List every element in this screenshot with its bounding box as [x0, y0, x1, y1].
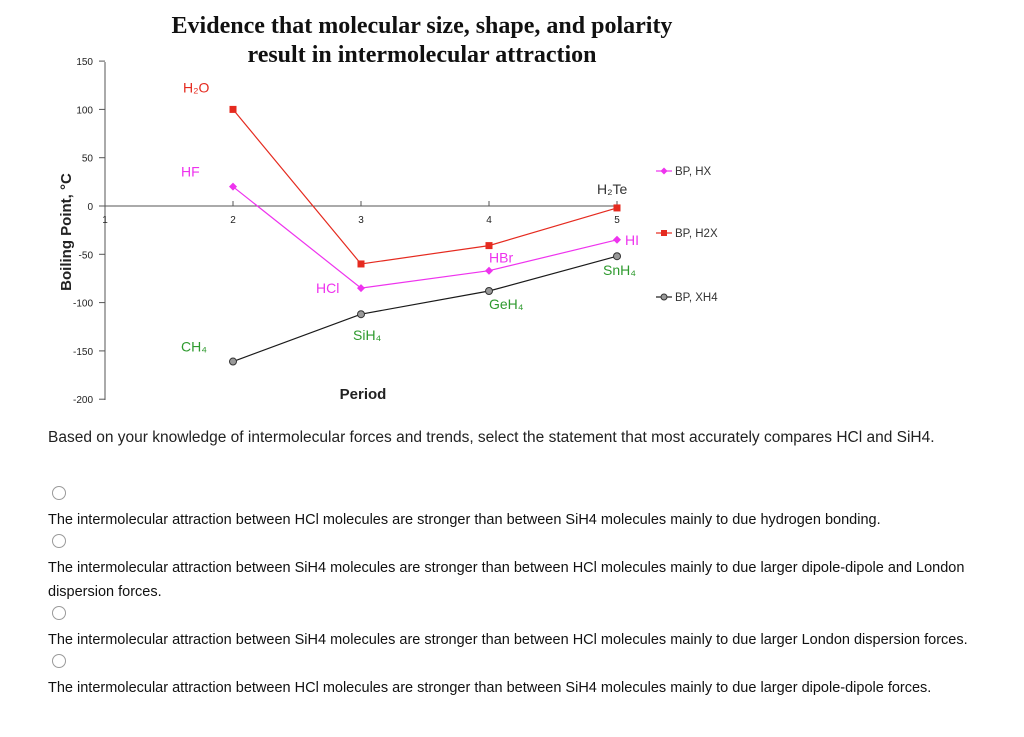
x-axis-title: Period	[340, 386, 387, 403]
y-axis-ticks: 150 100 50 0 -50 -100 -150 -200	[73, 57, 105, 406]
y-tick-label-2: 50	[82, 154, 94, 165]
answer-option-3[interactable]: The intermolecular attraction between Si…	[48, 606, 988, 652]
data-point-s2-p0	[229, 357, 237, 366]
x-axis-ticks: 1 2 3 4 5	[102, 201, 620, 226]
legend-marker-0	[660, 167, 668, 175]
data-point-s0-p3	[613, 235, 621, 244]
question-text: Based on your knowledge of intermolecula…	[48, 429, 935, 446]
answer-option-1-text: The intermolecular attraction between HC…	[48, 512, 881, 528]
annotation-s2-p0: CH₄	[181, 339, 207, 355]
chart-title-line-2: result in intermolecular attraction	[247, 42, 596, 68]
annotation-s1-p3: H₂Te	[597, 181, 628, 197]
answer-option-4[interactable]: The intermolecular attraction between HC…	[48, 654, 988, 700]
chart-title-line-1: Evidence that molecular size, shape, and…	[172, 13, 673, 39]
x-tick-label-1: 2	[230, 215, 236, 226]
data-point-s1-p0	[229, 105, 237, 113]
annotation-s2-p3: SnH₄	[603, 262, 636, 278]
legend: BP, HX BP, H2X BP, XH4	[656, 166, 718, 304]
data-point-s1-p1	[357, 260, 365, 268]
legend-label-1: BP, H2X	[675, 228, 718, 240]
x-tick-label-3: 4	[486, 215, 492, 226]
y-tick-label-0: 150	[76, 57, 93, 68]
data-point-s1-p2	[485, 242, 493, 250]
answer-option-3-text: The intermolecular attraction between Si…	[48, 632, 968, 648]
series-layer	[229, 105, 621, 366]
data-point-s0-p2	[485, 266, 493, 275]
legend-marker-2	[660, 293, 668, 301]
annotation-s0-p3: HI	[625, 232, 639, 248]
point-annotations: HF HCl HBr HI H₂O H₂Te CH₄ SiH₄ GeH₄ SnH₄	[181, 79, 639, 354]
data-point-s0-p0	[229, 182, 237, 191]
legend-label-2: BP, XH4	[675, 292, 718, 304]
x-tick-label-4: 5	[614, 215, 620, 226]
legend-marker-1	[661, 230, 667, 236]
boiling-point-chart: Evidence that molecular size, shape, and…	[58, 13, 718, 406]
radio-button-1[interactable]	[52, 486, 66, 500]
annotation-s2-p2: GeH₄	[489, 296, 524, 312]
radio-button-2[interactable]	[52, 534, 66, 548]
annotation-s0-p1: HCl	[316, 280, 339, 296]
answer-option-2-text: The intermolecular attraction between Si…	[48, 560, 965, 600]
annotation-s2-p1: SiH₄	[353, 327, 382, 343]
data-point-s1-p3	[613, 204, 621, 212]
series-line-1	[232, 109, 618, 265]
data-point-s0-p1	[357, 284, 365, 293]
answer-option-4-text: The intermolecular attraction between HC…	[48, 680, 932, 696]
answer-options: The intermolecular attraction between HC…	[48, 484, 988, 700]
annotation-s1-p0: H₂O	[183, 79, 210, 95]
data-point-s2-p2	[485, 287, 493, 296]
annotation-s0-p2: HBr	[489, 250, 513, 266]
radio-button-4[interactable]	[52, 654, 66, 668]
radio-button-3[interactable]	[52, 606, 66, 620]
y-tick-label-7: -200	[73, 395, 93, 406]
data-point-s2-p1	[357, 310, 365, 319]
x-tick-label-2: 3	[358, 215, 364, 226]
series-line-2	[232, 255, 618, 363]
answer-option-1[interactable]: The intermolecular attraction between HC…	[48, 486, 988, 532]
data-point-s2-p3	[613, 252, 621, 261]
y-tick-label-6: -150	[73, 347, 93, 358]
legend-label-0: BP, HX	[675, 166, 712, 178]
y-tick-label-5: -100	[73, 299, 93, 310]
y-axis-title: Boiling Point, °C	[58, 173, 75, 291]
y-tick-label-3: 0	[87, 202, 93, 213]
answer-option-2[interactable]: The intermolecular attraction between Si…	[48, 534, 988, 604]
y-tick-label-4: -50	[79, 250, 94, 261]
annotation-s0-p0: HF	[181, 164, 200, 180]
x-tick-label-0: 1	[102, 215, 108, 226]
y-tick-label-1: 100	[76, 105, 93, 116]
series-line-0	[232, 186, 618, 289]
